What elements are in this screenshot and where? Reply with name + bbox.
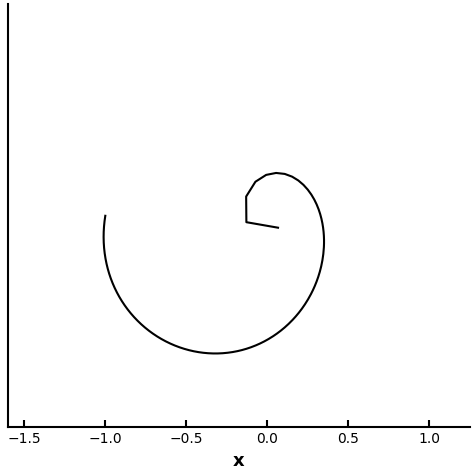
X-axis label: x: x <box>233 452 245 470</box>
